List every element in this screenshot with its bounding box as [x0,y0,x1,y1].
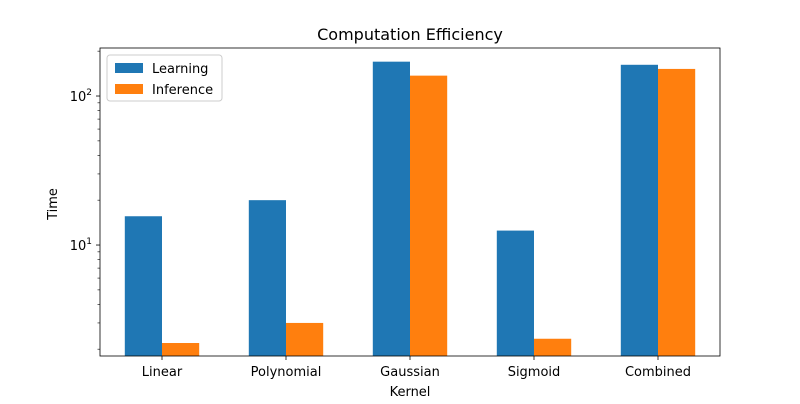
legend-label-learning: Learning [152,62,208,77]
bar-inference-combined [658,68,696,357]
x-tick-label: Linear [142,365,183,380]
legend-label-inference: Inference [152,83,213,98]
x-tick-label: Gaussian [380,365,440,380]
bar-learning-linear [124,216,162,356]
x-axis-label: Kernel [390,385,431,400]
bars-layer [124,61,696,357]
y-tick-base: 10 [70,239,87,254]
bar-learning-gaussian [372,61,410,357]
bar-inference-gaussian [410,75,448,356]
bar-learning-sigmoid [496,230,534,356]
bar-learning-polynomial [248,200,286,356]
x-tick-label: Polynomial [251,365,322,380]
bar-inference-sigmoid [534,338,572,356]
x-tick-label: Sigmoid [508,365,561,380]
y-axis-label: Time [46,188,61,221]
bar-learning-combined [620,64,658,356]
y-tick-label: 101 [70,237,92,254]
bar-inference-polynomial [286,322,324,356]
legend-swatch-learning [115,63,143,73]
chart-title: Computation Efficiency [317,25,503,44]
legend-swatch-inference [115,84,143,94]
x-tick-label: Combined [625,365,691,380]
legend: Learning Inference [106,54,223,102]
axes-layer: Linear Polynomial Gaussian Sigmoid Combined 1… [70,47,721,380]
bar-inference-linear [162,343,200,356]
axes-frame [99,47,721,357]
y-tick-base: 10 [70,90,87,105]
y-tick-exponent: 2 [86,88,92,98]
y-tick-exponent: 1 [86,237,92,247]
y-tick-label: 102 [70,88,92,105]
